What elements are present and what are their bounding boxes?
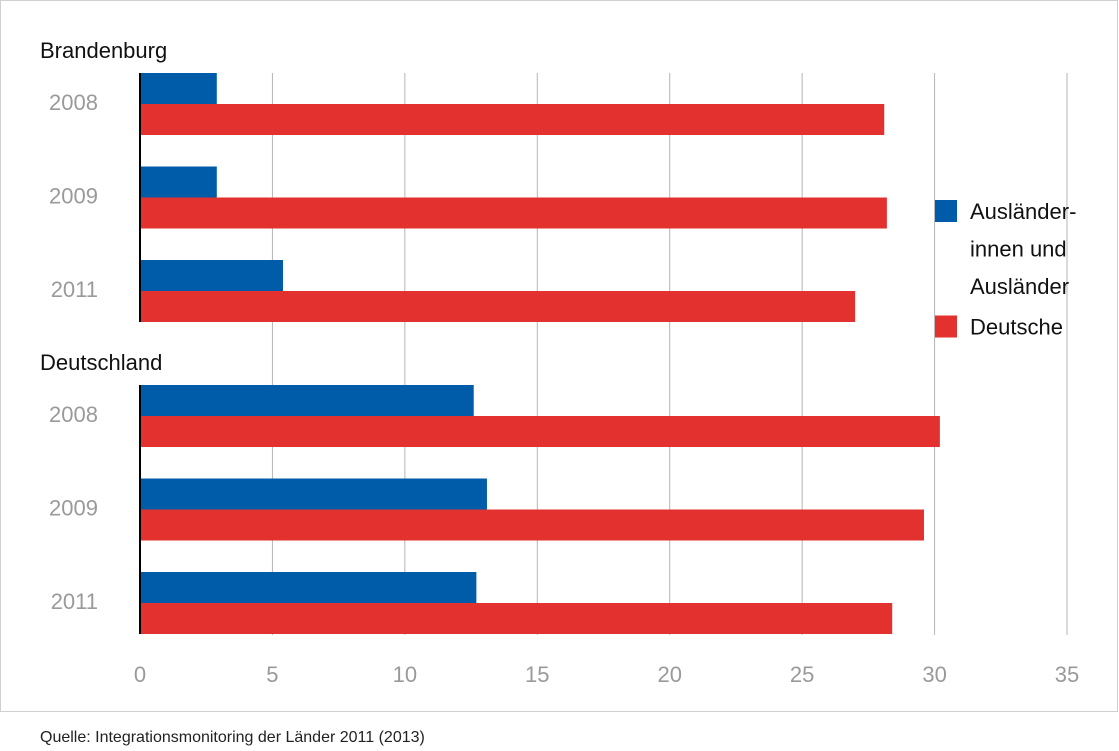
legend-label: Deutsche bbox=[970, 314, 1063, 339]
bar bbox=[140, 509, 924, 541]
x-tick-label: 25 bbox=[790, 662, 814, 687]
bar bbox=[140, 73, 217, 104]
bar bbox=[140, 260, 284, 291]
x-tick-label: 0 bbox=[134, 662, 146, 687]
bar bbox=[140, 572, 477, 603]
bar bbox=[140, 166, 217, 198]
category-label: 2008 bbox=[49, 402, 98, 427]
bar bbox=[140, 416, 940, 447]
source-note: Quelle: Integrationsmonitoring der Lände… bbox=[40, 729, 425, 746]
legend-swatch bbox=[935, 200, 957, 222]
x-tick-label: 5 bbox=[266, 662, 278, 687]
category-label: 2011 bbox=[51, 277, 98, 302]
category-label: 2009 bbox=[49, 183, 98, 208]
bar bbox=[140, 197, 887, 229]
panel-title: Deutschland bbox=[40, 350, 162, 375]
bar bbox=[140, 291, 856, 322]
legend-label: Ausländer-innen und Ausländer bbox=[970, 199, 1076, 299]
x-tick-label: 15 bbox=[525, 662, 549, 687]
panel-title: Brandenburg bbox=[40, 38, 167, 63]
category-label: 2009 bbox=[49, 495, 98, 520]
category-label: 2008 bbox=[49, 90, 98, 115]
x-tick-label: 30 bbox=[922, 662, 946, 687]
legend-swatch bbox=[935, 315, 957, 338]
bar bbox=[140, 385, 474, 416]
x-tick-label: 20 bbox=[657, 662, 681, 687]
x-tick-label: 35 bbox=[1055, 662, 1079, 687]
bar bbox=[140, 478, 487, 510]
bar bbox=[140, 104, 885, 135]
bar bbox=[140, 603, 893, 634]
x-tick-label: 10 bbox=[393, 662, 417, 687]
category-label: 2011 bbox=[51, 589, 98, 614]
